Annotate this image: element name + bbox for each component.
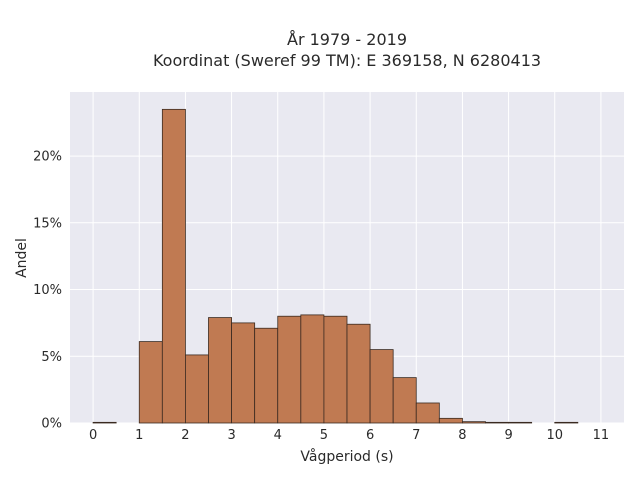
y-tick-label: 10% [33,283,62,298]
x-tick-label: 1 [135,428,143,443]
y-axis-label: Andel [14,238,30,278]
histogram-bar [138,341,163,424]
x-tick-label: 11 [593,428,610,443]
y-tick-labels: 0% 5% 10% 15% 20% [33,150,62,432]
x-tick-label: 7 [412,428,420,443]
x-tick-label: 9 [504,428,512,443]
y-tick-label: 0% [41,417,62,432]
histogram-bar [254,327,279,424]
x-tick-label: 10 [546,428,563,443]
histogram-bar [231,322,256,424]
y-tick-label: 20% [33,150,62,165]
x-tick-label: 6 [366,428,374,443]
histogram-bar [392,377,417,424]
histogram-bar [92,421,117,424]
x-tick-label: 8 [458,428,466,443]
histogram-bar [415,402,440,424]
x-tick-labels: 0 1 2 3 4 5 6 7 8 9 10 11 [89,428,609,443]
histogram-bar [161,108,186,424]
x-axis-label: Vågperiod (s) [300,448,393,465]
x-tick-label: 2 [181,428,189,443]
histogram-bar [185,354,209,424]
x-tick-label: 3 [227,428,235,443]
chart-title-line1: År 1979 - 2019 [287,30,407,49]
histogram-bar [346,323,371,424]
x-tick-label: 0 [89,428,97,443]
x-tick-label: 4 [274,428,282,443]
chart-title-line2: Koordinat (Sweref 99 TM): E 369158, N 62… [153,51,541,70]
histogram-bar [508,421,533,424]
histogram-bar [300,314,325,424]
y-tick-label: 15% [33,216,62,231]
histogram-bar [438,417,463,424]
histogram-bar [208,317,232,424]
histogram-bar [369,349,394,424]
bars-group [92,108,579,424]
histogram-bar [485,421,509,424]
x-tick-label: 5 [320,428,328,443]
histogram-bar [277,315,302,424]
histogram-bar [323,315,348,424]
histogram-bar [462,421,486,424]
histogram-bar [554,421,579,424]
y-tick-label: 5% [41,350,62,365]
